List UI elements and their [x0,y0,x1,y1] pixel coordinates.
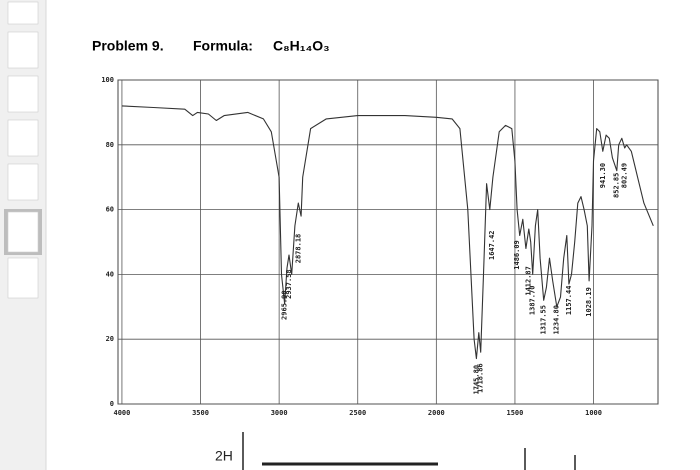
peak-label: 2878.18 [294,234,302,264]
x-tick-label: 4000 [114,409,131,417]
spectrum-line [121,105,654,360]
peak-label: 2965.90 [280,290,288,320]
peak-label: 1234.80 [553,305,561,335]
x-tick-label: 1000 [585,409,602,417]
peak-label: 1028.19 [585,287,593,317]
peak-label: 1387.70 [529,286,537,316]
y-tick-label: 20 [106,335,114,343]
next-page-label: 2H [215,448,233,464]
peak-label: 1745.80 [472,365,480,395]
peak-label: 941.30 [599,163,607,188]
x-tick-label: 2500 [349,409,366,417]
plot: 0 20 40 60 80 100 4000 3500 3000 2500 2000 1500 1000… [101,76,658,417]
thumbnail[interactable] [7,211,39,253]
peak-label: 852.85 [613,173,621,198]
y-tick-label: 0 [110,400,114,408]
thumbnail[interactable] [7,75,39,113]
x-tick-label: 3500 [192,409,209,417]
formula: C₈H₁₄O₃ [273,38,330,54]
thumbnail[interactable] [7,257,39,299]
peak-label: 1412.87 [525,266,533,296]
plot-frame [117,79,659,405]
thumbnail[interactable] [7,163,39,201]
peak-label: 1317.55 [540,305,548,335]
y-tick-label: 60 [106,206,114,214]
thumbnail[interactable] [7,1,39,25]
y-tick-label: 80 [106,141,114,149]
formula-label: Formula: [193,38,253,54]
y-tick-label: 100 [101,76,114,84]
x-tick-label: 1500 [507,409,524,417]
thumbnail[interactable] [7,119,39,157]
peak-label: 802.49 [621,163,629,188]
peak-label: 1647.42 [488,230,496,260]
x-tick-label: 3000 [271,409,288,417]
peak-label: 1157.44 [565,286,573,316]
thumbnail[interactable] [7,31,39,69]
thumbnails[interactable] [4,1,42,299]
y-tick-label: 40 [106,270,114,278]
peak-label: 1486.09 [513,240,521,270]
peak-label: 2937.58 [285,269,293,299]
peak-label: 1718.86 [477,363,485,393]
problem-title: Problem 9. [92,38,164,54]
x-tick-label: 2000 [428,409,445,417]
